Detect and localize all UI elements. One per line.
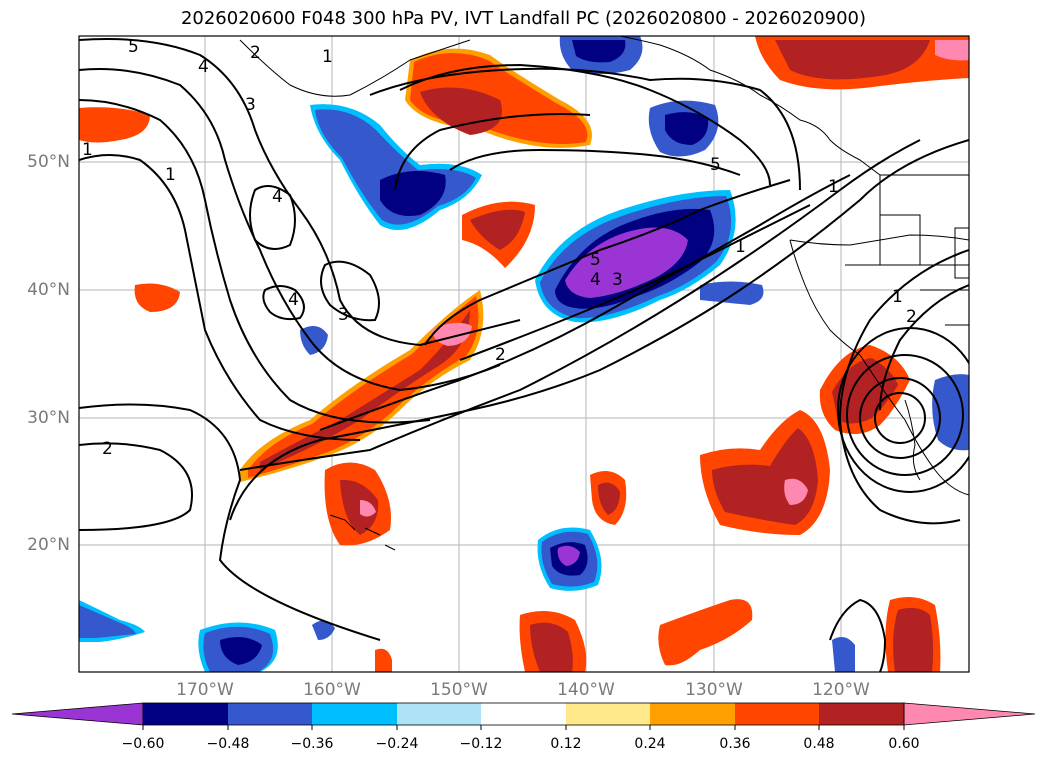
colorbar-tick-label: 0.12 [550, 736, 582, 752]
map-frame [78, 35, 970, 673]
contour-label: 1 [165, 165, 176, 185]
contour-label: 3 [338, 305, 349, 325]
lat-label: 20°N [27, 535, 70, 555]
contour-label: 5 [710, 155, 721, 175]
ivt-contours [79, 38, 969, 672]
contour-label: 1 [828, 177, 839, 197]
colorbar-tick-label: 0.36 [719, 736, 751, 752]
coastlines [239, 36, 969, 551]
contour-label: 1 [82, 140, 93, 160]
colorbar-tick-label: −0.60 [121, 736, 165, 752]
colorbar-tick-label: 0.48 [803, 736, 835, 752]
contour-label: 1 [892, 287, 903, 307]
lon-label: 150°W [430, 680, 488, 700]
lon-label: 120°W [812, 680, 870, 700]
lon-label: 140°W [557, 680, 615, 700]
lat-label: 50°N [27, 152, 70, 172]
lon-label: 170°W [176, 680, 234, 700]
lat-label: 40°N [27, 280, 70, 300]
negative-anomaly-regions [79, 36, 969, 672]
contour-label: 4 [288, 290, 299, 310]
contour-labels: 5 4 2 1 1 3 4 4 3 2 5 4 3 1 2 1 2 5 1 1 [82, 37, 917, 459]
colorbar-tick-label: −0.48 [206, 736, 250, 752]
contour-label: 5 [128, 37, 139, 57]
colorbar-tick-label: −0.36 [290, 736, 334, 752]
contour-label: 2 [495, 345, 506, 365]
contour-label: 5 [590, 250, 601, 270]
map-title: 2026020600 F048 300 hPa PV, IVT Landfall… [180, 8, 867, 29]
contour-label: 3 [612, 270, 623, 290]
colorbar-tick-label: −0.12 [459, 736, 503, 752]
lon-label: 160°W [303, 680, 361, 700]
contour-label: 4 [590, 270, 601, 290]
contour-label: 2 [102, 439, 113, 459]
contour-label: 2 [250, 43, 261, 63]
lat-label: 30°N [27, 408, 70, 428]
contour-label: 1 [322, 47, 333, 67]
map-panel: 5 4 2 1 1 3 4 4 3 2 5 4 3 1 2 1 2 5 1 1 [79, 36, 969, 672]
colorbar-tick-label: −0.24 [375, 736, 419, 752]
contour-label: 2 [906, 307, 917, 327]
contour-label: 4 [198, 57, 209, 77]
lon-label: 130°W [685, 680, 743, 700]
colorbar [11, 702, 1036, 730]
contour-label: 4 [272, 187, 283, 207]
colorbar-tick-label: 0.60 [888, 736, 920, 752]
colorbar-tick-label: 0.24 [634, 736, 666, 752]
contour-label: 1 [735, 237, 746, 257]
contour-label: 3 [245, 95, 256, 115]
